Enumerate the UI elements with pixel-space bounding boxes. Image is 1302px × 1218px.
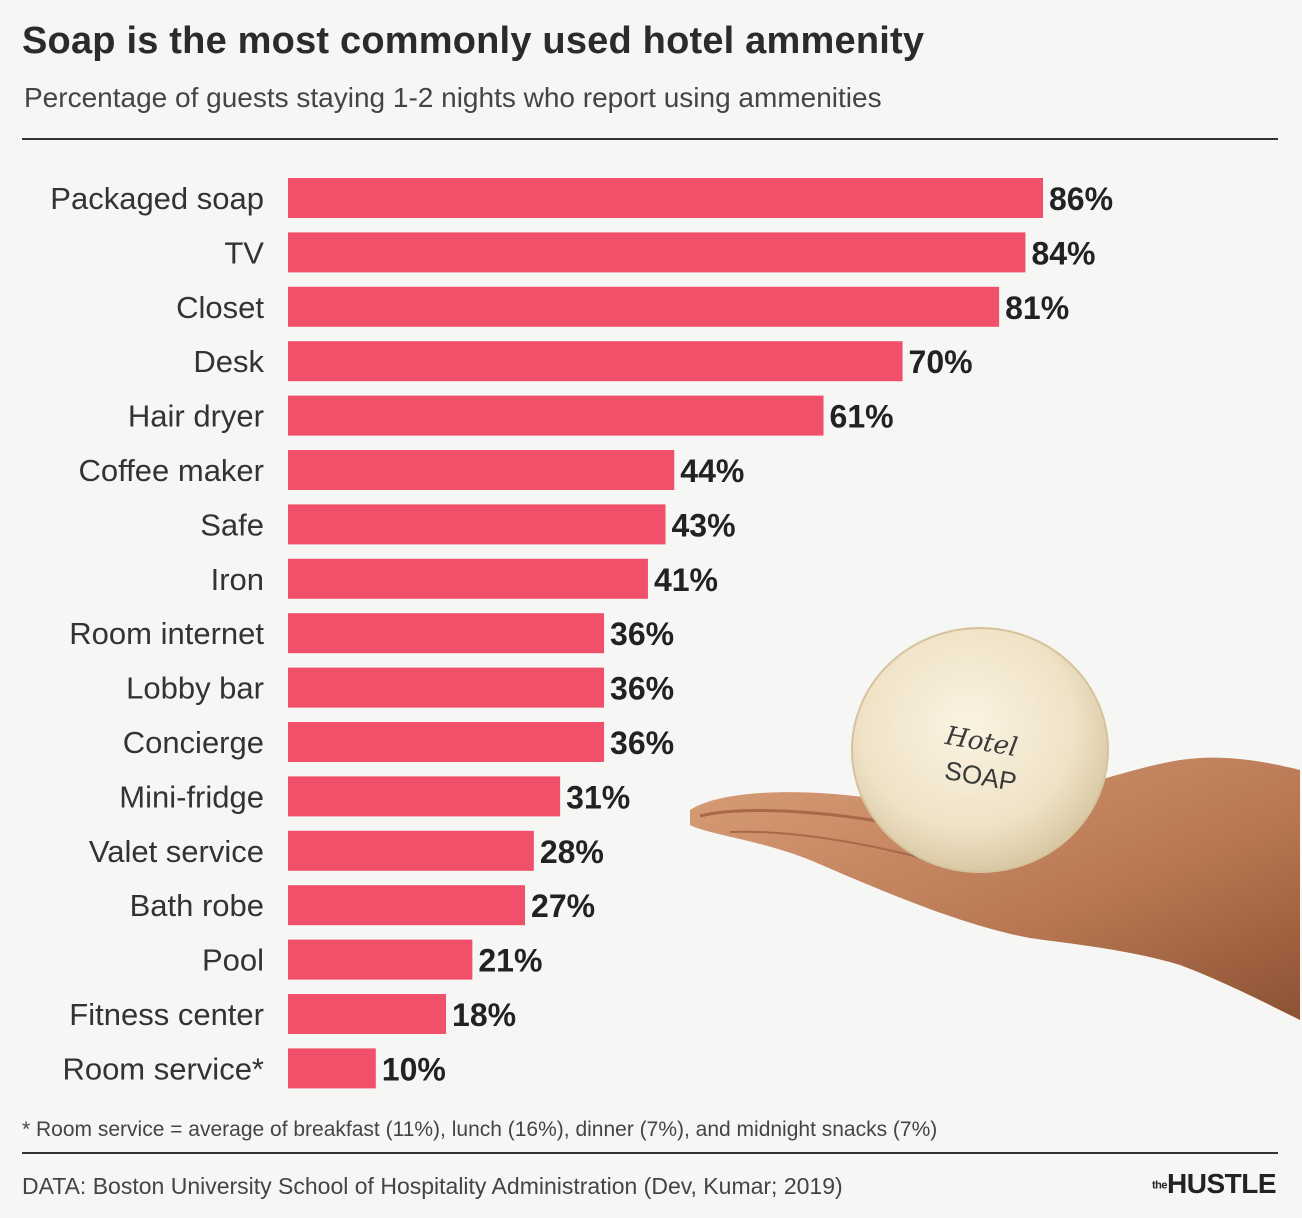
category-label: Iron [211, 562, 264, 597]
value-label: 61% [830, 399, 894, 435]
brand-prefix: the [1152, 1179, 1168, 1192]
header-divider [22, 138, 1278, 140]
bar [288, 939, 473, 980]
bar [288, 341, 903, 382]
category-label: Packaged soap [50, 181, 264, 216]
bar [288, 395, 824, 436]
category-label: Bath robe [130, 888, 264, 923]
bar [288, 994, 447, 1034]
finger-crease [729, 830, 931, 861]
category-label: TV [224, 235, 264, 270]
value-label: 21% [478, 943, 542, 979]
value-label: 36% [610, 616, 674, 652]
category-label: Safe [200, 507, 264, 542]
bar [288, 885, 526, 926]
category-label: Concierge [123, 725, 264, 760]
value-label: 36% [610, 725, 674, 761]
bar [288, 1048, 376, 1089]
category-label: Coffee maker [78, 453, 264, 488]
value-label: 10% [382, 1051, 446, 1087]
category-label: Mini-fridge [119, 779, 264, 814]
bar [288, 830, 534, 871]
footer-divider [22, 1152, 1278, 1154]
category-label: Room internet [69, 616, 264, 651]
value-label: 86% [1049, 181, 1113, 217]
chart-title: Soap is the most commonly used hotel amm… [22, 20, 925, 62]
category-label: Desk [193, 344, 264, 379]
bar [288, 776, 561, 817]
value-label: 44% [680, 453, 744, 489]
category-label: Hair dryer [128, 399, 264, 434]
category-label: Closet [176, 290, 264, 325]
value-label: 36% [610, 671, 674, 707]
chart-subtitle: Percentage of guests staying 1-2 nights … [24, 82, 882, 113]
category-label: Pool [202, 943, 264, 978]
finger-crease [699, 809, 901, 827]
bar [288, 613, 605, 654]
value-label: 27% [531, 888, 595, 924]
bar [288, 232, 1026, 273]
value-label: 81% [1005, 290, 1069, 326]
soap-outline [851, 627, 1109, 873]
value-label: 70% [909, 344, 973, 380]
value-label: 18% [452, 997, 516, 1033]
value-label: 84% [1031, 235, 1095, 271]
hand-holding-soap-illustration: Hotel SOAP [690, 627, 1300, 1020]
category-label: Lobby bar [126, 671, 264, 706]
footnote: * Room service = average of breakfast (1… [22, 1118, 938, 1141]
category-label: Fitness center [69, 997, 264, 1032]
value-label: 28% [540, 834, 604, 870]
bar [288, 558, 648, 599]
value-label: 31% [566, 779, 630, 815]
bar [288, 667, 605, 708]
hand-shape [690, 757, 1300, 1020]
category-label: Valet service [89, 834, 264, 869]
bar [288, 450, 675, 490]
brand-logo: theHUSTLE [1152, 1168, 1277, 1200]
bar [288, 504, 666, 545]
bar-chart: Packaged soap 86% TV 84% Closet 81% Desk 70% Hai… [50, 178, 1113, 1089]
brand-name: HUSTLE [1167, 1168, 1277, 1199]
value-label: 43% [672, 507, 736, 543]
value-label: 41% [654, 562, 718, 598]
bar [288, 286, 1000, 327]
soap-icon [852, 628, 1108, 872]
bar [288, 178, 1043, 218]
source-credit: DATA: Boston University School of Hospit… [22, 1173, 843, 1199]
bar [288, 722, 605, 762]
category-label: Room service* [62, 1051, 264, 1086]
